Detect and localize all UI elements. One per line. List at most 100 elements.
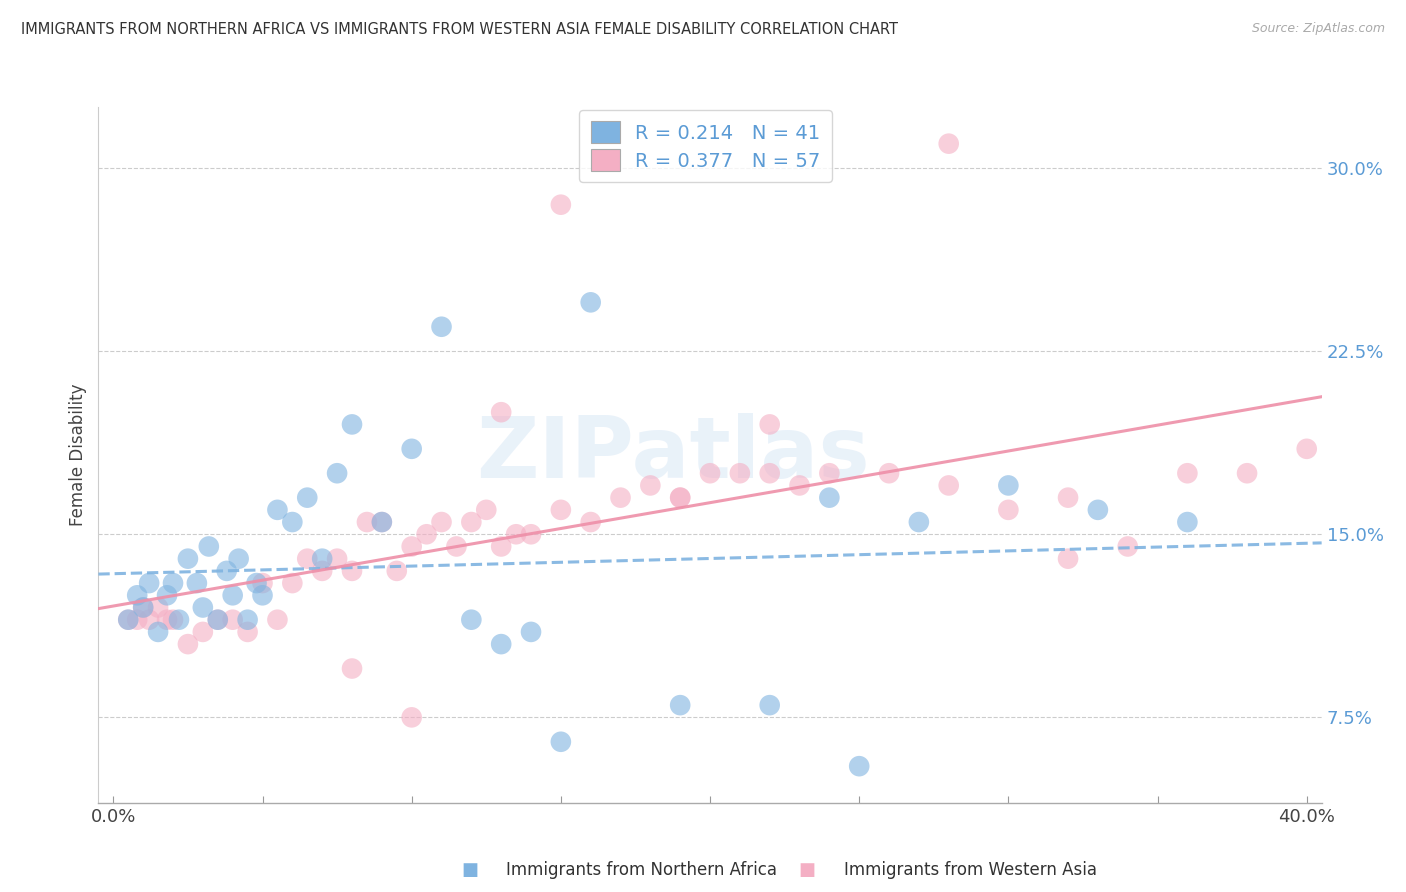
Point — [236, 613, 259, 627]
Point — [609, 491, 631, 505]
Point — [430, 319, 453, 334]
Point — [938, 478, 960, 492]
Point — [371, 515, 394, 529]
Point — [1177, 515, 1199, 529]
Point — [520, 624, 543, 639]
Point — [340, 417, 363, 432]
Point — [997, 478, 1019, 492]
Point — [156, 588, 179, 602]
Point — [326, 551, 349, 566]
Point — [167, 613, 190, 627]
Point — [221, 613, 243, 627]
Point — [340, 564, 363, 578]
Point — [228, 551, 250, 566]
Point — [460, 613, 482, 627]
Point — [475, 503, 498, 517]
Point — [297, 491, 319, 505]
Point — [297, 551, 319, 566]
Text: IMMIGRANTS FROM NORTHERN AFRICA VS IMMIGRANTS FROM WESTERN ASIA FEMALE DISABILIT: IMMIGRANTS FROM NORTHERN AFRICA VS IMMIG… — [21, 22, 898, 37]
Point — [401, 710, 423, 724]
Point — [430, 515, 453, 529]
Point — [550, 735, 572, 749]
Point — [818, 467, 841, 481]
Point — [1295, 442, 1317, 456]
Point — [177, 637, 200, 651]
Point — [997, 503, 1019, 517]
Point — [156, 613, 179, 627]
Point — [505, 527, 527, 541]
Point — [117, 613, 139, 627]
Point — [489, 405, 512, 419]
Point — [550, 503, 572, 517]
Point — [640, 478, 662, 492]
Point — [245, 576, 267, 591]
Point — [266, 503, 288, 517]
Point — [281, 515, 304, 529]
Point — [520, 527, 543, 541]
Point — [669, 698, 692, 713]
Point — [252, 576, 274, 591]
Point — [162, 613, 184, 627]
Text: ZIPatlas: ZIPatlas — [477, 413, 870, 497]
Text: Source: ZipAtlas.com: Source: ZipAtlas.com — [1251, 22, 1385, 36]
Point — [699, 467, 721, 481]
Point — [848, 759, 870, 773]
Point — [326, 467, 349, 481]
Text: Immigrants from Western Asia: Immigrants from Western Asia — [844, 861, 1097, 879]
Point — [401, 540, 423, 554]
Point — [728, 467, 751, 481]
Point — [758, 698, 780, 713]
Point — [177, 551, 200, 566]
Text: Immigrants from Northern Africa: Immigrants from Northern Africa — [506, 861, 778, 879]
Point — [1116, 540, 1139, 554]
Point — [207, 613, 229, 627]
Point — [385, 564, 408, 578]
Point — [281, 576, 304, 591]
Point — [1057, 551, 1080, 566]
Point — [758, 467, 780, 481]
Point — [162, 576, 184, 591]
Point — [371, 515, 394, 529]
Point — [138, 613, 160, 627]
Point — [186, 576, 208, 591]
Point — [460, 515, 482, 529]
Point — [221, 588, 243, 602]
Point — [356, 515, 378, 529]
Point — [146, 600, 169, 615]
Point — [198, 540, 221, 554]
Point — [311, 564, 333, 578]
Point — [236, 624, 259, 639]
Point — [579, 295, 602, 310]
Point — [191, 624, 214, 639]
Point — [191, 600, 214, 615]
Legend: R = 0.214   N = 41, R = 0.377   N = 57: R = 0.214 N = 41, R = 0.377 N = 57 — [579, 110, 832, 182]
Point — [446, 540, 468, 554]
Point — [311, 551, 333, 566]
Point — [127, 613, 149, 627]
Point — [252, 588, 274, 602]
Point — [489, 637, 512, 651]
Point — [579, 515, 602, 529]
Point — [117, 613, 139, 627]
Point — [340, 661, 363, 675]
Point — [669, 491, 692, 505]
Text: ■: ■ — [461, 861, 478, 879]
Point — [415, 527, 437, 541]
Point — [1087, 503, 1109, 517]
Point — [132, 600, 155, 615]
Point — [146, 624, 169, 639]
Point — [1177, 467, 1199, 481]
Point — [1236, 467, 1258, 481]
Point — [669, 491, 692, 505]
Point — [207, 613, 229, 627]
Point — [489, 540, 512, 554]
Point — [132, 600, 155, 615]
Point — [215, 564, 238, 578]
Text: ■: ■ — [799, 861, 815, 879]
Point — [877, 467, 900, 481]
Point — [1057, 491, 1080, 505]
Point — [266, 613, 288, 627]
Point — [138, 576, 160, 591]
Point — [401, 442, 423, 456]
Point — [789, 478, 811, 492]
